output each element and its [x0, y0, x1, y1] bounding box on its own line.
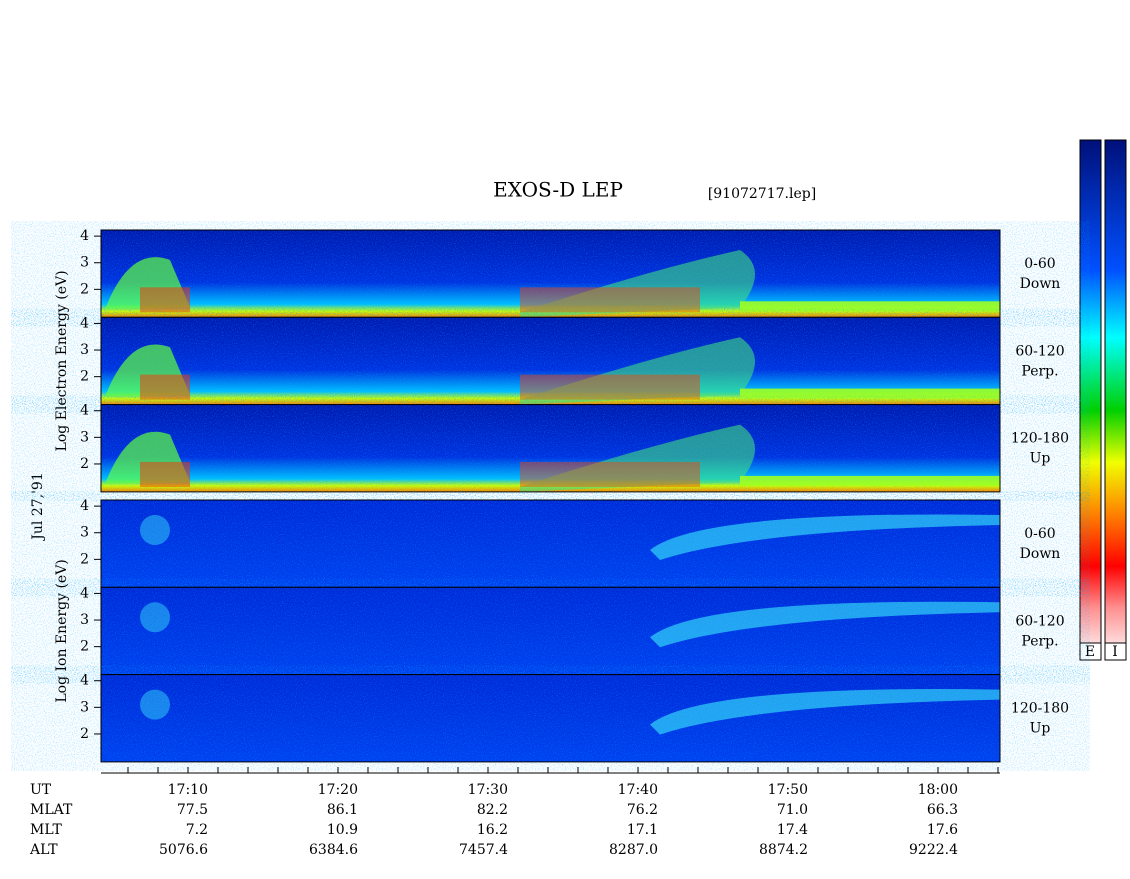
- direction: Down: [1020, 276, 1061, 292]
- orbit-value: 17.1: [627, 822, 658, 838]
- direction: Up: [1030, 721, 1051, 737]
- y-tick-label: 4: [80, 403, 89, 419]
- orbit-value: 82.2: [477, 802, 508, 818]
- spectrogram-feature: [520, 287, 700, 313]
- orbit-value: 76.2: [627, 802, 658, 818]
- orbit-value: 66.3: [927, 802, 958, 818]
- spectrogram-feature: [520, 424, 755, 492]
- axis-label: Log Electron Energy (eV): [54, 270, 70, 451]
- y-tick-label: 2: [80, 551, 89, 567]
- spectrogram-feature: [520, 250, 755, 318]
- spectrogram-feature: [140, 287, 190, 313]
- orbit-value: 18:00: [918, 782, 958, 798]
- orbit-value: 9222.4: [909, 842, 958, 858]
- orbit-value: 77.5: [177, 802, 208, 818]
- y-tick-label: 3: [80, 342, 89, 358]
- panel-frame: [100, 404, 1001, 493]
- y-tick-label: 2: [80, 456, 89, 472]
- spectrogram-feature: [140, 374, 190, 400]
- spectrogram-feature: [740, 301, 1000, 312]
- orbit-value: 10.9: [327, 822, 358, 838]
- y-tick-label: 2: [80, 369, 89, 385]
- orbit-value: 17:30: [468, 782, 508, 798]
- spectrogram-noise: [101, 674, 1000, 762]
- orbit-value: 86.1: [327, 802, 358, 818]
- spectrogram-feature: [140, 461, 190, 487]
- orbit-row-name: UT: [30, 782, 52, 798]
- orbit-value: 17.6: [927, 822, 958, 838]
- y-tick-label: 2: [80, 726, 89, 742]
- direction: Down: [1020, 546, 1061, 562]
- y-tick-label: 4: [80, 228, 89, 244]
- color-bar: [1104, 139, 1127, 661]
- file-name: [91072717.lep]: [708, 186, 816, 202]
- spectrogram-feature: [520, 374, 700, 400]
- spectrogram-noise: [101, 587, 1000, 675]
- spectrogram-feature: [650, 689, 1000, 735]
- orbit-value: 17:50: [768, 782, 808, 798]
- spectrogram-noise: [101, 500, 1000, 588]
- y-tick-label: 4: [80, 673, 89, 689]
- y-tick-label: 3: [80, 612, 89, 628]
- spectrogram-feature: [650, 601, 1000, 648]
- panel-frame: [100, 674, 1001, 763]
- color-bar-label: I: [1112, 644, 1118, 660]
- spectrogram-feature: [650, 514, 1000, 560]
- spectrogram-feature: [140, 602, 170, 633]
- orbit-value: 71.0: [777, 802, 808, 818]
- pitch-angle: 60-120: [1015, 613, 1064, 629]
- y-tick-label: 4: [80, 585, 89, 601]
- color-bar-label-box: [1079, 642, 1102, 661]
- orbit-value: 7457.4: [459, 842, 508, 858]
- pitch-angle: 120-180: [1011, 701, 1069, 717]
- y-tick-label: 3: [80, 255, 89, 271]
- orbit-value: 16.2: [477, 822, 508, 838]
- orbit-value: 8287.0: [609, 842, 658, 858]
- direction: Perp.: [1021, 363, 1058, 379]
- y-tick-label: 2: [80, 281, 89, 297]
- color-bar: [1079, 139, 1102, 661]
- axis-label: Log Ion Energy (eV): [54, 559, 70, 702]
- spectrogram-feature: [140, 515, 170, 545]
- spectrogram-feature: [740, 475, 1000, 486]
- orbit-value: 17.4: [777, 822, 808, 838]
- y-tick-label: 2: [80, 639, 89, 655]
- orbit-value: 8874.2: [759, 842, 808, 858]
- orbit-value: 17:10: [168, 782, 208, 798]
- orbit-value: 6384.6: [309, 842, 358, 858]
- y-tick-label: 3: [80, 699, 89, 715]
- orbit-row-name: MLT: [30, 822, 62, 838]
- y-tick-label: 3: [80, 429, 89, 445]
- y-tick-label: 3: [80, 525, 89, 541]
- title: EXOS-D LEP: [493, 178, 623, 202]
- orbit-value: 5076.6: [159, 842, 208, 858]
- y-tick-label: 4: [80, 315, 89, 331]
- orbit-value: 17:20: [318, 782, 358, 798]
- y-tick-label: 4: [80, 498, 89, 514]
- spectrogram-feature: [520, 461, 700, 487]
- direction: Up: [1030, 451, 1051, 467]
- pitch-angle: 120-180: [1011, 431, 1069, 447]
- pitch-angle: 0-60: [1024, 256, 1055, 272]
- spectrogram-feature: [740, 388, 1000, 399]
- orbit-value: 7.2: [186, 822, 208, 838]
- orbit-row-name: ALT: [29, 842, 58, 858]
- direction: Perp.: [1021, 633, 1058, 649]
- date: Jul 27,'91: [30, 472, 46, 541]
- spectrogram-feature: [140, 689, 170, 720]
- spectrogram-feature: [520, 337, 755, 405]
- orbit-row-name: MLAT: [30, 802, 73, 818]
- color-bar-label-box: [1104, 642, 1127, 661]
- pitch-angle: 0-60: [1024, 526, 1055, 542]
- orbit-value: 17:40: [618, 782, 658, 798]
- color-bar-label: E: [1085, 644, 1095, 660]
- pitch-angle: 60-120: [1015, 343, 1064, 359]
